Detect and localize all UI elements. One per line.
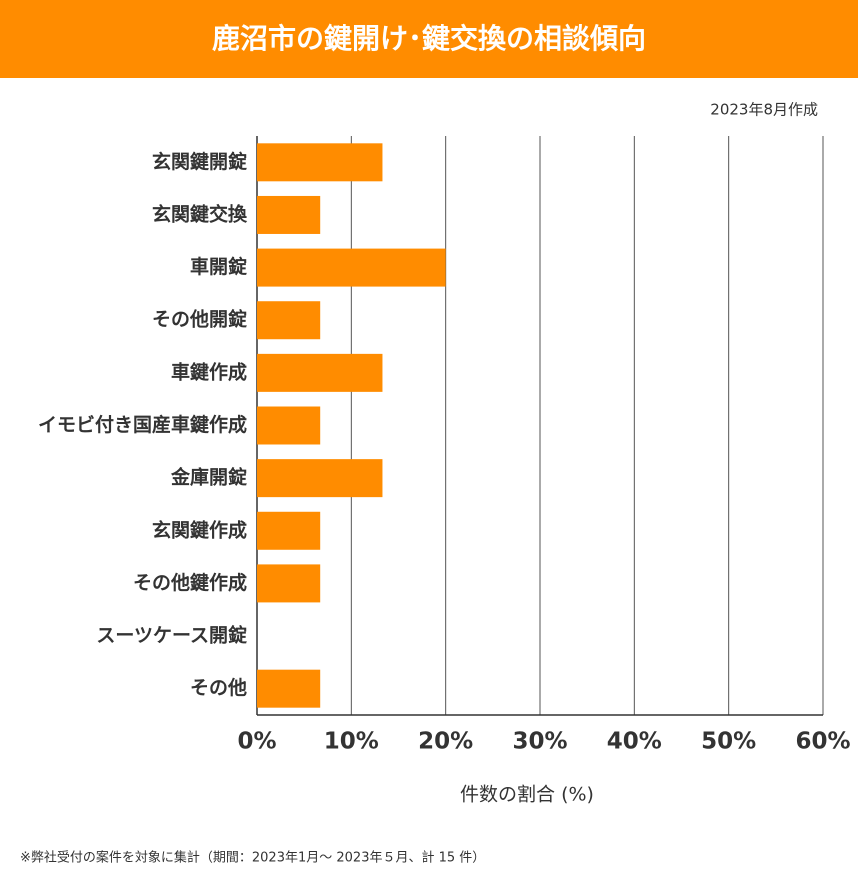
bar — [257, 195, 321, 234]
header-bar — [0, 0, 858, 78]
chart-title: 鹿沼市の鍵開け･鍵交換の相談傾向 — [212, 22, 646, 55]
y-tick-label: 金庫開錠 — [170, 466, 247, 489]
y-tick-label: その他 — [190, 676, 247, 699]
footnote: ※弊社受付の案件を対象に集計（期間：2023年1月～ 2023年５月、計 15 … — [20, 850, 485, 866]
x-axis-label: 件数の割合 (%) — [460, 784, 594, 806]
y-tick-label: その他鍵作成 — [133, 571, 247, 594]
x-tick-label: 30% — [512, 729, 567, 755]
y-tick-label: その他開錠 — [152, 308, 247, 331]
x-tick-label: 50% — [701, 729, 756, 755]
x-tick-label: 60% — [795, 729, 850, 755]
annotation: 2023年8月作成 — [710, 101, 818, 119]
y-tick-label: 玄関鍵交換 — [152, 202, 248, 225]
y-tick-label: 玄関鍵開錠 — [152, 150, 247, 173]
bar — [257, 248, 446, 287]
y-tick-label: イモビ付き国産車鍵作成 — [38, 413, 247, 436]
bar — [257, 459, 383, 498]
x-tick-label: 20% — [418, 729, 473, 755]
y-tick-label: 玄関鍵作成 — [152, 518, 247, 541]
x-tick-label: 0% — [237, 729, 276, 755]
x-tick-label: 10% — [324, 729, 379, 755]
y-tick-label: 車鍵作成 — [171, 360, 247, 383]
bar — [257, 143, 383, 182]
bar — [257, 353, 383, 392]
y-tick-label: スーツケース開錠 — [96, 624, 247, 647]
bar — [257, 406, 321, 445]
bar — [257, 669, 321, 708]
bar — [257, 564, 321, 603]
y-tick-label: 車開錠 — [190, 255, 247, 278]
bar — [257, 301, 321, 340]
x-tick-label: 40% — [607, 729, 662, 755]
bar — [257, 511, 321, 550]
